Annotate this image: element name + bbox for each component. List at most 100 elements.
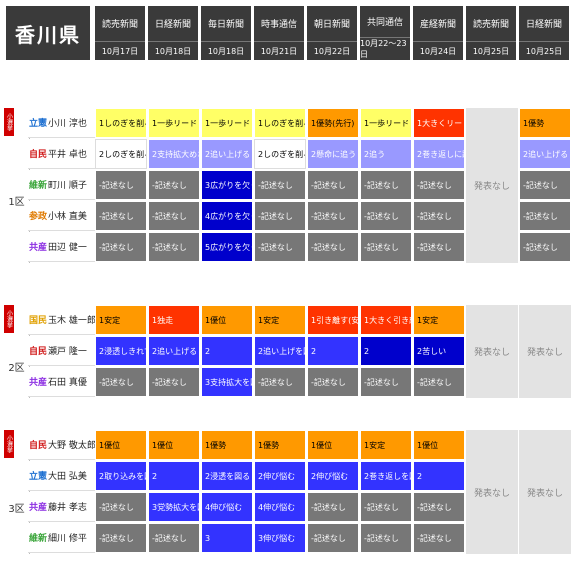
rating-cell: -記述なし xyxy=(95,367,147,397)
rating-cell: -記述なし xyxy=(413,523,465,553)
column-date: 10月25日 xyxy=(472,46,510,56)
rating-cell: 1安定 xyxy=(360,430,412,460)
rating-cell: 2追い上げを図る xyxy=(254,336,306,366)
column-publisher: 毎日新聞 xyxy=(201,6,251,42)
rating-cell: 2 xyxy=(360,336,412,366)
rating-cell: 2懸命に追う xyxy=(307,139,359,169)
party-label: 共産 xyxy=(28,378,47,388)
rating-cell: 2追い上げる xyxy=(148,336,200,366)
rating-cell: 2伸び悩む xyxy=(254,461,306,491)
rating-cell: -記述なし xyxy=(254,232,306,262)
rating-cell: -記述なし xyxy=(413,170,465,200)
rating-cell: -記述なし xyxy=(307,367,359,397)
rating-cell: 1安定 xyxy=(95,305,147,335)
district-tag: 小選挙 xyxy=(4,108,14,136)
rating-cell: 1一歩リード xyxy=(148,108,200,138)
column-header: 日経新聞 10月18日 xyxy=(148,6,198,60)
rating-cell: 1優位 xyxy=(307,430,359,460)
rating-cell: -記述なし xyxy=(254,201,306,231)
rating-cell: -記述なし xyxy=(413,367,465,397)
rating-cell: -記述なし xyxy=(413,492,465,522)
column-header: 日経新聞 10月25日 xyxy=(519,6,569,60)
party-label: 自民 xyxy=(28,441,47,451)
candidate-name: 小林 直美 xyxy=(48,212,87,222)
candidate: 共産 石田 真優 xyxy=(28,367,96,397)
rating-cell: 2巻き返しを図る xyxy=(360,461,412,491)
rating-cell: -記述なし xyxy=(148,232,200,262)
rating-cell: 2 xyxy=(148,461,200,491)
party-label: 自民 xyxy=(28,347,47,357)
column-date: 10月21日 xyxy=(260,46,298,56)
rating-cell: -記述なし xyxy=(519,232,571,262)
rating-cell: 1優位 xyxy=(95,430,147,460)
column-publisher: 産経新聞 xyxy=(413,6,463,42)
rating-cell: 1独走 xyxy=(148,305,200,335)
rating-cell: -記述なし xyxy=(307,492,359,522)
rating-cell: -記述なし xyxy=(148,170,200,200)
party-label: 共産 xyxy=(28,503,47,513)
rating-cell: 1優勢 xyxy=(519,108,571,138)
column-header: 共同通信 10月22〜23日 xyxy=(360,6,410,60)
column-date: 10月22〜23日 xyxy=(360,39,407,59)
rating-cell: 2巻き返しに躍起 xyxy=(413,139,465,169)
candidate: 国民 玉木 雄一郎 xyxy=(28,305,96,335)
column-date: 10月18日 xyxy=(207,46,245,56)
rating-cell: 1安定 xyxy=(254,305,306,335)
rating-cell: 1しのぎを削る xyxy=(95,108,147,138)
rating-cell: 2 xyxy=(307,336,359,366)
not-published: 発表なし xyxy=(466,108,518,263)
party-label: 参政 xyxy=(28,212,47,222)
not-published: 発表なし xyxy=(519,430,571,554)
rating-cell: 3伸び悩む xyxy=(254,523,306,553)
rating-cell: -記述なし xyxy=(413,232,465,262)
column-date: 10月17日 xyxy=(101,46,139,56)
rating-cell: 1優位 xyxy=(413,430,465,460)
rating-cell: -記述なし xyxy=(519,201,571,231)
candidate-name: 田辺 健一 xyxy=(48,243,87,253)
rating-cell: -記述なし xyxy=(254,367,306,397)
candidate: 共産 藤井 孝志 xyxy=(28,492,96,522)
column-header: 毎日新聞 10月18日 xyxy=(201,6,251,60)
rating-cell: 5広がりを欠く xyxy=(201,232,253,262)
rating-cell: 1安定 xyxy=(413,305,465,335)
candidate-name: 玉木 雄一郎 xyxy=(48,316,96,326)
district-tag: 小選挙 xyxy=(4,305,14,333)
rating-cell: 1一歩リード xyxy=(360,108,412,138)
party-label: 維新 xyxy=(28,534,47,544)
candidate-name: 藤井 孝志 xyxy=(48,503,87,513)
candidate: 立憲 大田 弘美 xyxy=(28,461,96,491)
rating-cell: 1優位 xyxy=(148,430,200,460)
rating-cell: -記述なし xyxy=(95,523,147,553)
column-publisher: 読売新聞 xyxy=(95,6,145,42)
rating-cell: -記述なし xyxy=(95,170,147,200)
column-header: 産経新聞 10月24日 xyxy=(413,6,463,60)
rating-cell: 3広がりを欠く xyxy=(201,170,253,200)
rating-cell: 1大きく引き離す xyxy=(360,305,412,335)
column-header: 読売新聞 10月17日 xyxy=(95,6,145,60)
column-date: 10月24日 xyxy=(419,46,457,56)
rating-cell: -記述なし xyxy=(413,201,465,231)
rating-cell: -記述なし xyxy=(360,170,412,200)
rating-cell: -記述なし xyxy=(95,232,147,262)
rating-cell: 1優勢(先行) xyxy=(307,108,359,138)
not-published: 発表なし xyxy=(466,430,518,554)
candidate-name: 細川 修平 xyxy=(48,534,87,544)
rating-cell: 3党勢拡大を図う xyxy=(148,492,200,522)
candidate: 自民 大野 敬太郎 xyxy=(28,430,96,460)
district-label: 3区 xyxy=(4,460,30,554)
rating-cell: 2取り込みを図る xyxy=(95,461,147,491)
district-label: 2区 xyxy=(4,335,30,398)
rating-cell: -記述なし xyxy=(254,170,306,200)
not-published: 発表なし xyxy=(466,305,518,398)
rating-cell: 2 xyxy=(201,336,253,366)
rating-cell: -記述なし xyxy=(519,170,571,200)
candidate: 立憲 小川 淳也 xyxy=(28,108,96,138)
party-label: 共産 xyxy=(28,243,47,253)
candidate: 自民 平井 卓也 xyxy=(28,139,96,169)
candidate-name: 町川 順子 xyxy=(48,181,87,191)
column-header: 時事通信 10月21日 xyxy=(254,6,304,60)
rating-cell: -記述なし xyxy=(95,201,147,231)
rating-cell: 4伸び悩む xyxy=(201,492,253,522)
rating-cell: 3 xyxy=(201,523,253,553)
rating-cell: 3支持拡大を図る xyxy=(201,367,253,397)
